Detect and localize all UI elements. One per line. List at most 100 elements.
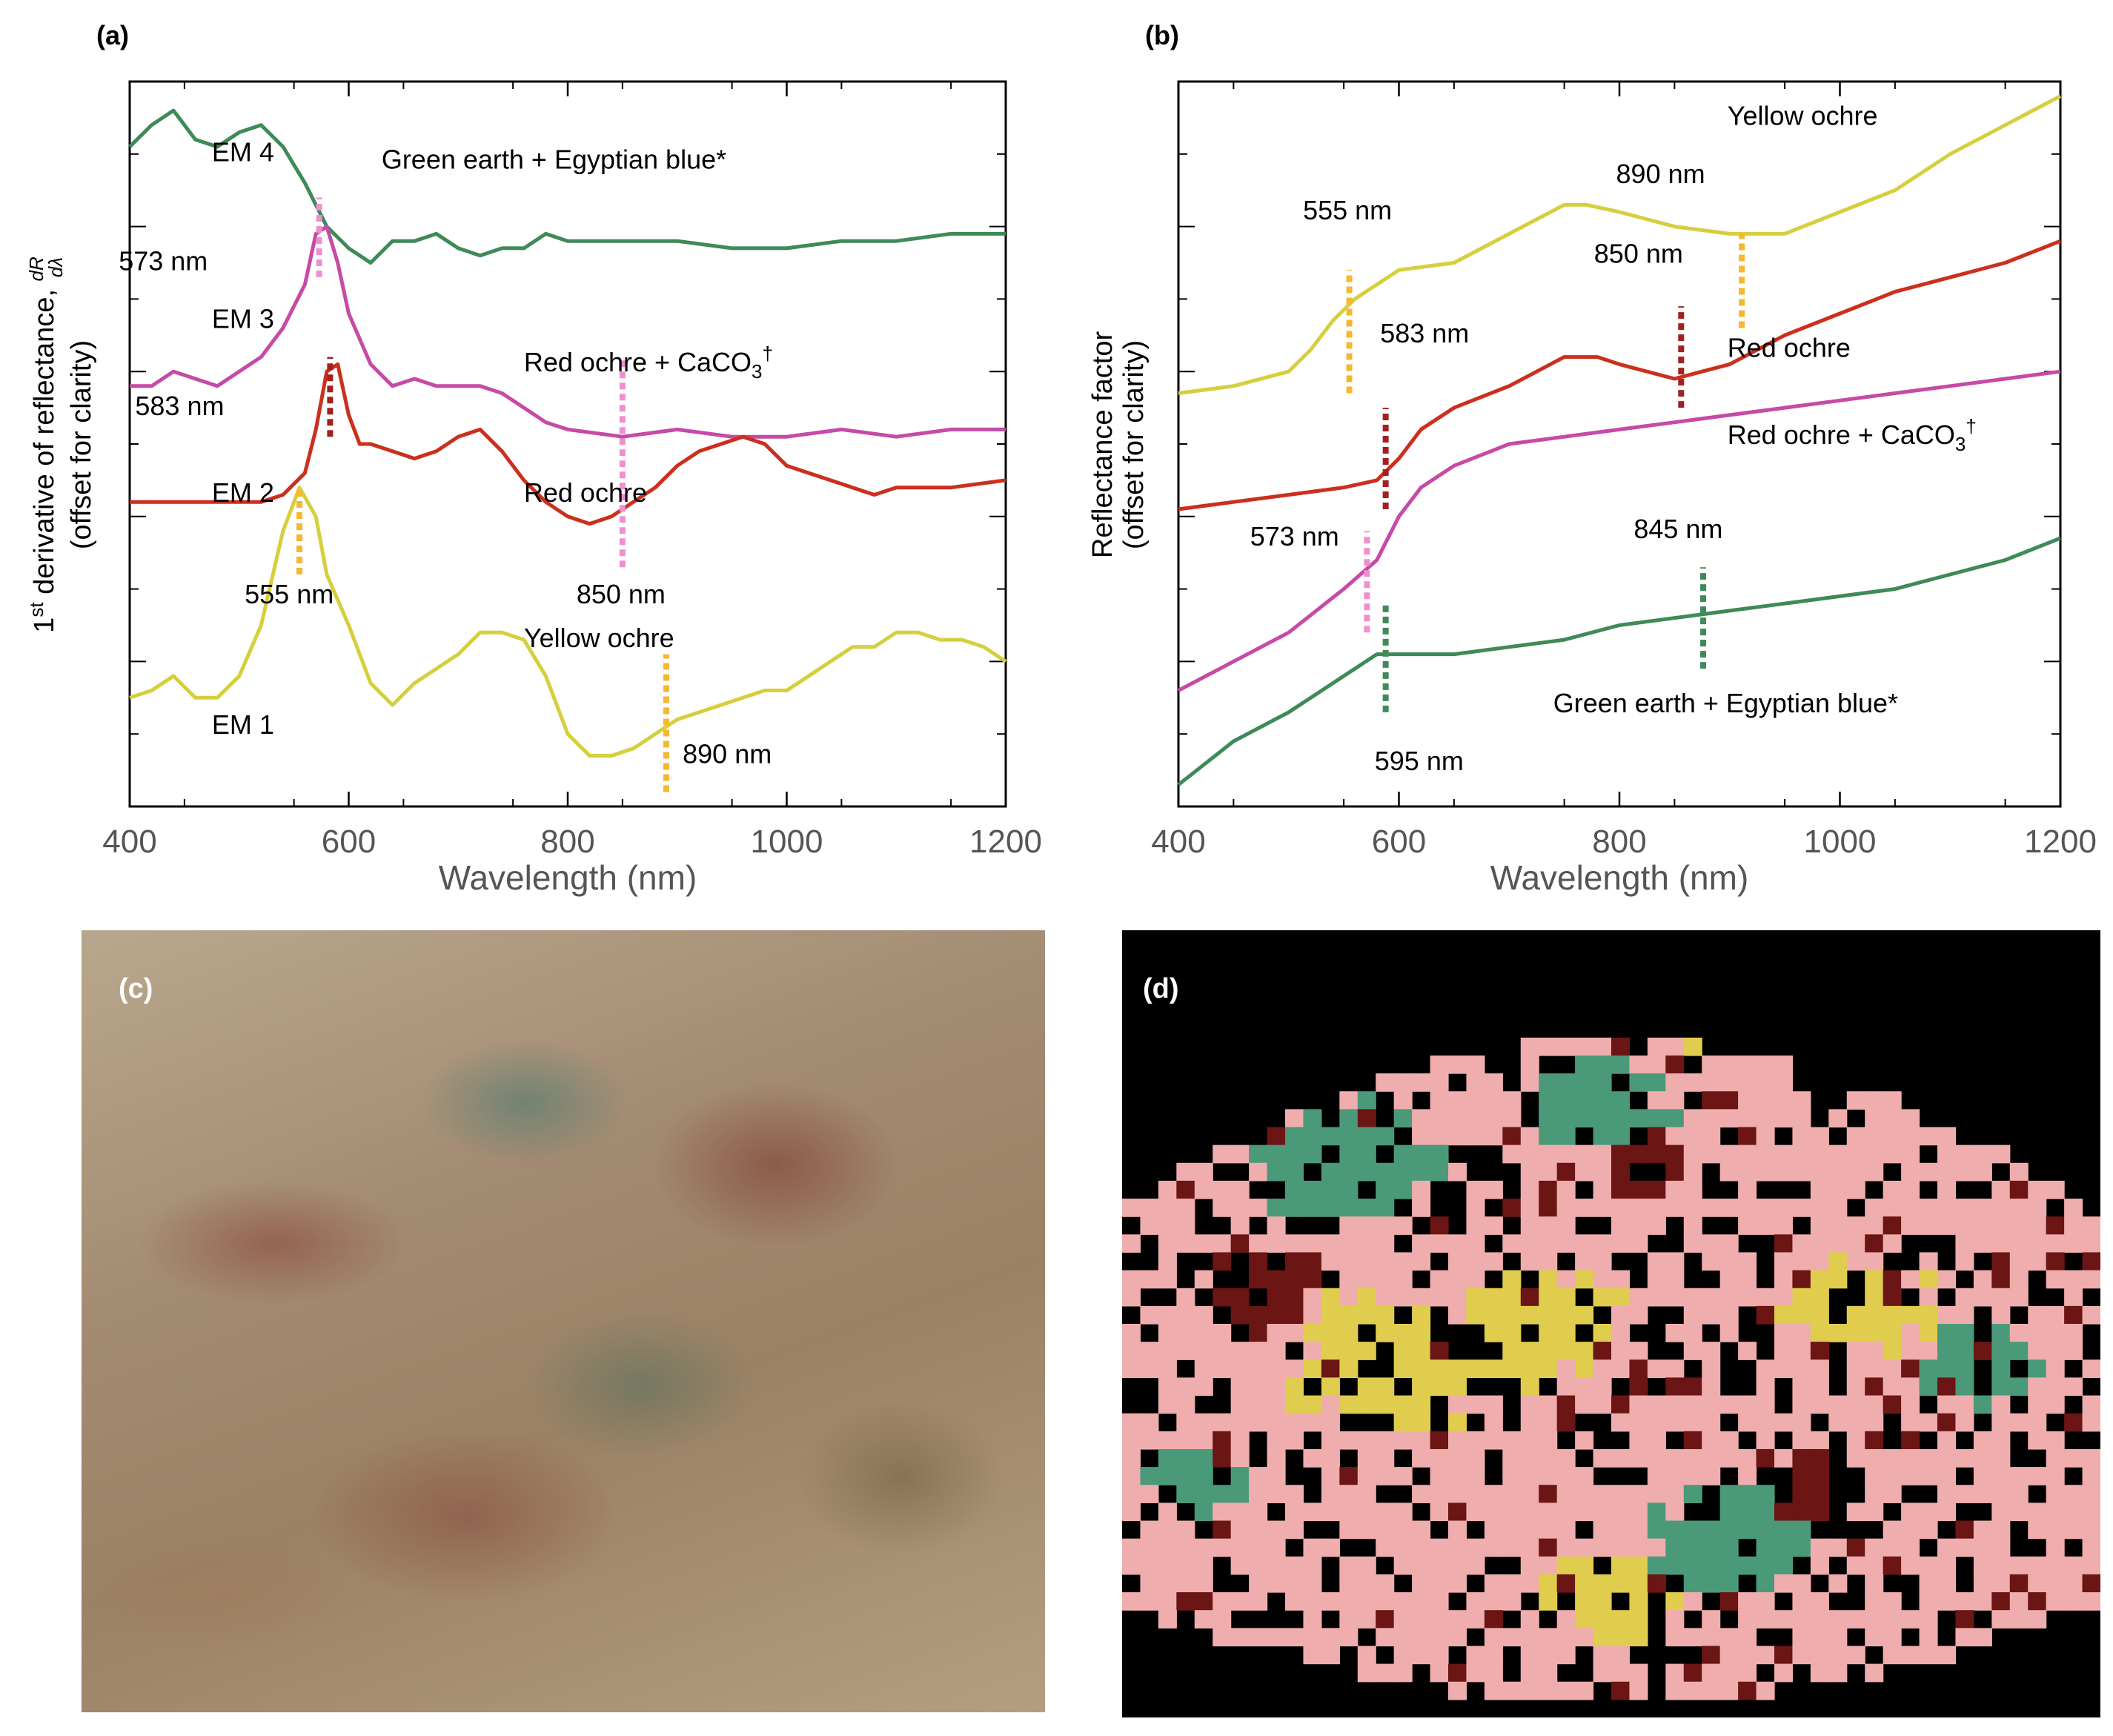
map-pixel: [1575, 1538, 1594, 1557]
map-pixel: [1376, 1592, 1395, 1611]
series-line: [130, 362, 1006, 526]
map-pixel: [1810, 1127, 1829, 1146]
map-pixel: [1647, 1538, 1666, 1557]
map-pixel: [1629, 1485, 1648, 1503]
map-pixel: [1213, 1448, 1232, 1468]
map-pixel: [1738, 1467, 1757, 1485]
map-pixel: [1937, 1162, 1957, 1182]
map-pixel: [1810, 1199, 1829, 1217]
map-pixel: [1738, 1127, 1757, 1146]
map-pixel: [1810, 1342, 1829, 1360]
map-pixel: [1593, 1199, 1612, 1217]
map-pixel: [1883, 1342, 1902, 1360]
map-pixel: [1430, 1234, 1449, 1253]
map-pixel: [1937, 1538, 1957, 1557]
map-pixel: [1285, 1324, 1304, 1342]
map-pixel: [1158, 1503, 1177, 1522]
series-line: [128, 108, 1006, 265]
map-pixel: [1502, 1628, 1522, 1647]
map-pixel: [1303, 1234, 1322, 1253]
map-pixel: [1575, 1305, 1594, 1325]
map-pixel: [1520, 1037, 1539, 1056]
map-pixel: [1267, 1162, 1286, 1182]
map-pixel: [1665, 1485, 1685, 1503]
map-pixel: [1412, 1234, 1431, 1253]
map-pixel: [1937, 1127, 1957, 1146]
map-pixel: [1556, 1234, 1576, 1253]
map-pixel: [1792, 1252, 1811, 1271]
map-pixel: [1973, 1467, 1992, 1485]
map-pixel: [1593, 1520, 1612, 1540]
map-pixel: [1194, 1234, 1213, 1253]
map-pixel: [1991, 1199, 2011, 1217]
map-pixel: [1430, 1377, 1449, 1397]
map-pixel: [1412, 1485, 1431, 1503]
map-pixel: [1593, 1448, 1612, 1468]
map-pixel: [1611, 1342, 1631, 1360]
map-pixel: [1158, 1252, 1177, 1271]
map-pixel: [2046, 1234, 2065, 1253]
map-pixel: [1846, 1448, 1865, 1468]
map-pixel: [2082, 1359, 2100, 1379]
map-pixel: [1230, 1538, 1250, 1557]
annotation: 555 nm: [245, 579, 334, 609]
map-pixel: [1665, 1467, 1685, 1485]
map-pixel: [1376, 1431, 1395, 1450]
map-pixel: [1810, 1628, 1829, 1647]
map-pixel: [1683, 1520, 1702, 1540]
map-pixel: [1937, 1574, 1957, 1593]
map-pixel: [1883, 1556, 1902, 1575]
map-pixel: [1738, 1162, 1757, 1182]
map-pixel: [1412, 1538, 1431, 1557]
map-pixel: [1230, 1342, 1250, 1360]
map-pixel: [1556, 1270, 1576, 1289]
map-pixel: [2082, 1234, 2100, 1253]
map-pixel: [1991, 1234, 2011, 1253]
map-pixel: [1484, 1413, 1503, 1432]
map-pixel: [1357, 1270, 1376, 1289]
map-pixel: [1502, 1431, 1522, 1450]
map-pixel: [1865, 1109, 1884, 1128]
map-pixel: [1611, 1180, 1631, 1199]
map-pixel: [1230, 1448, 1250, 1468]
map-pixel: [1792, 1646, 1811, 1665]
map-pixel: [1738, 1646, 1757, 1665]
map-pixel: [1919, 1467, 1938, 1485]
map-pixel: [1702, 1377, 1721, 1397]
map-pixel: [1539, 1520, 1558, 1540]
map-pixel: [1393, 1538, 1413, 1557]
map-pixel: [1865, 1127, 1884, 1146]
x-tick-label: 400: [102, 824, 156, 860]
map-pixel: [1865, 1610, 1884, 1629]
map-pixel: [1339, 1592, 1359, 1611]
map-pixel: [1647, 1091, 1666, 1110]
map-pixel: [1629, 1359, 1648, 1379]
map-pixel: [1520, 1073, 1539, 1092]
map-pixel: [1466, 1270, 1485, 1289]
map-pixel: [1412, 1610, 1431, 1629]
map-pixel: [1937, 1199, 1957, 1217]
map-pixel: [2009, 1342, 2029, 1360]
map-pixel: [1376, 1628, 1395, 1647]
map-pixel: [1393, 1431, 1413, 1450]
map-pixel: [1520, 1413, 1539, 1432]
map-pixel: [1846, 1413, 1865, 1432]
map-pixel: [1792, 1127, 1811, 1146]
map-pixel: [1774, 1503, 1794, 1522]
map-pixel: [2028, 1413, 2047, 1432]
map-pixel: [1267, 1127, 1286, 1146]
map-pixel: [1792, 1538, 1811, 1557]
map-pixel: [2009, 1216, 2029, 1235]
map-pixel: [1430, 1592, 1449, 1611]
map-pixel: [1738, 1413, 1757, 1432]
map-pixel: [1719, 1538, 1739, 1557]
map-pixel: [2028, 1610, 2047, 1629]
map-pixel: [1466, 1592, 1485, 1611]
map-pixel: [1611, 1448, 1631, 1468]
series-line: [130, 225, 1006, 439]
map-pixel: [1810, 1485, 1829, 1503]
map-pixel: [1140, 1359, 1159, 1379]
map-pixel: [1991, 1342, 2011, 1360]
map-pixel: [1502, 1485, 1522, 1503]
chart-b: (b) 400 600 800 1000 1200 Wavelength (nm) Yello…: [1087, 20, 2097, 897]
